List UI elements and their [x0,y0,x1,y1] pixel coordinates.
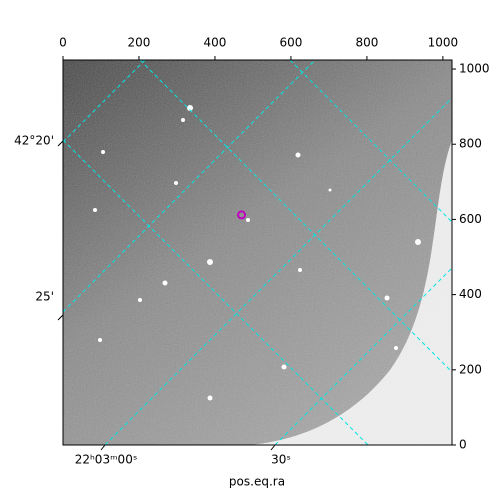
ra-tick [100,444,106,451]
y-tick-label: 800 [459,137,482,151]
y-tick-label: 200 [459,362,482,376]
y-tick-label: 1000 [459,62,490,76]
x-axis-label: pos.eq.ra [229,475,285,489]
y-tick-label: 600 [459,212,482,226]
dec-tick [57,314,64,321]
ra-tick [270,444,276,451]
ra-tick-label: 30ˢ [271,453,291,467]
image [63,60,452,445]
dec-tick-label: 25' [35,290,54,304]
frame [62,59,453,446]
x-tick-label: 800 [355,36,378,50]
ra-tick-label: 22ʰ03ᵐ00ˢ [75,453,138,467]
x-tick-label: 200 [128,36,151,50]
x-tick-label: 600 [279,36,302,50]
dec-tick-label: 42°20' [14,134,54,148]
dec-tick [57,140,64,147]
x-tick-label: 1000 [428,36,459,50]
y-tick-label: 0 [459,438,467,452]
y-tick-label: 400 [459,287,482,301]
x-tick-label: 0 [59,36,67,50]
marker [237,210,247,220]
x-tick-label: 400 [204,36,227,50]
